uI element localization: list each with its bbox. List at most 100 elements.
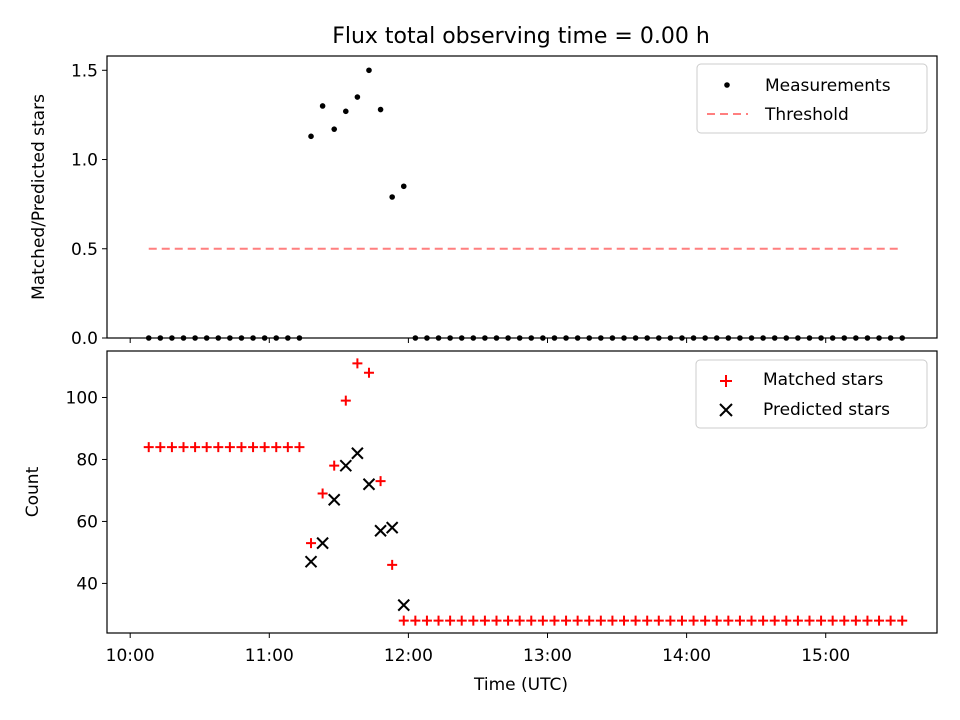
measurement-point xyxy=(482,335,488,341)
bottom-legend: Matched stars Predicted stars xyxy=(695,359,928,429)
measurement-point xyxy=(377,106,384,113)
matched-star-point xyxy=(642,615,653,626)
matched-star-point xyxy=(897,615,908,626)
matched-star-point xyxy=(850,615,861,626)
measurement-point xyxy=(273,335,280,341)
matched-star-point xyxy=(468,615,479,626)
measurement-point xyxy=(702,335,708,341)
top-legend-box xyxy=(696,63,928,134)
matched-star-point xyxy=(503,615,514,626)
measurement-point xyxy=(366,67,372,74)
top-y-tick-label: 0.0 xyxy=(71,329,98,349)
matched-star-point xyxy=(711,615,722,626)
measurement-point xyxy=(586,335,593,341)
chart-title: Flux total observing time = 0.00 h xyxy=(332,24,710,49)
measurement-point xyxy=(285,335,291,341)
measurement-point xyxy=(342,108,349,115)
measurement-point xyxy=(899,335,906,341)
measurement-point xyxy=(864,335,871,341)
measurement-point xyxy=(157,335,164,341)
matched-star-point xyxy=(282,442,293,453)
matched-star-point xyxy=(816,615,827,626)
predicted-star-point xyxy=(327,493,341,506)
measurement-point xyxy=(771,335,778,341)
top-panel: 0.0 0.5 1.0 1.5 Matched/Predicted stars Mea… xyxy=(29,55,938,349)
measurement-point xyxy=(737,335,743,341)
measurement-point xyxy=(331,126,338,132)
measurement-point xyxy=(458,335,465,341)
matched-star-point xyxy=(827,615,838,626)
matched-star-point xyxy=(723,615,734,626)
matched-star-point xyxy=(224,442,235,453)
matched-star-point xyxy=(758,615,769,626)
bottom-series xyxy=(143,358,908,626)
predicted-star-point xyxy=(374,524,387,537)
matched-star-point xyxy=(340,395,351,406)
matched-star-point xyxy=(352,358,363,369)
measurement-point xyxy=(447,335,453,341)
measurement-point xyxy=(760,335,766,341)
measurement-point xyxy=(192,335,198,341)
bottom-x-ticks: 10:00 11:00 12:00 13:00 14:00 15:00 xyxy=(106,633,850,666)
legend-predicted-label: Predicted stars xyxy=(763,400,890,420)
measurement-point xyxy=(644,335,650,341)
matched-star-point xyxy=(363,367,374,378)
bottom-panel: 40 60 80 100 10:00 11:00 12:00 13:00 14:00 15:00… xyxy=(23,350,938,695)
matched-star-point xyxy=(398,615,409,626)
top-x-ticks xyxy=(129,338,827,343)
measurement-point xyxy=(505,335,511,341)
matched-star-point xyxy=(885,615,896,626)
predicted-star-point xyxy=(351,447,364,460)
matched-star-point xyxy=(166,442,177,453)
matched-star-point xyxy=(317,488,328,499)
x-axis-label: Time (UTC) xyxy=(473,675,568,695)
bottom-plot-frame xyxy=(106,350,938,634)
measurement-point xyxy=(829,335,836,341)
measurement-point xyxy=(227,335,233,341)
matched-star-point xyxy=(619,615,630,626)
legend-matched-marker xyxy=(720,375,732,387)
top-y-tick-label: 1.5 xyxy=(71,61,98,81)
top-y-tick-label: 0.5 xyxy=(71,240,98,260)
matched-star-point xyxy=(537,615,548,626)
matched-star-point xyxy=(514,615,525,626)
top-y-ticks: 0.0 0.5 1.0 1.5 xyxy=(71,61,107,349)
matched-star-point xyxy=(456,615,467,626)
measurement-point xyxy=(783,335,790,341)
measurement-point xyxy=(632,335,639,341)
bottom-legend-box xyxy=(695,359,928,429)
matched-star-point xyxy=(190,442,201,453)
matched-star-point xyxy=(491,615,502,626)
matched-star-point xyxy=(433,615,444,626)
measurement-point xyxy=(308,133,314,140)
matched-star-point xyxy=(178,442,189,453)
x-tick-label: 13:00 xyxy=(523,646,572,666)
matched-star-point xyxy=(236,442,247,453)
matched-star-point xyxy=(688,615,699,626)
legend-measurements-marker xyxy=(724,82,730,88)
bottom-y-ticks: 40 60 80 100 xyxy=(66,388,107,594)
measurement-point xyxy=(412,335,419,341)
matched-star-point xyxy=(781,615,792,626)
matched-star-point xyxy=(839,615,850,626)
measurement-point xyxy=(250,335,256,341)
matched-star-point xyxy=(561,615,572,626)
matched-star-point xyxy=(329,460,340,471)
measurement-point xyxy=(690,335,697,341)
measurement-point xyxy=(319,103,326,109)
matched-star-point xyxy=(294,442,305,453)
matched-star-point xyxy=(201,442,212,453)
matched-star-point xyxy=(306,538,317,549)
matched-star-point xyxy=(143,442,154,453)
measurement-point xyxy=(609,335,616,341)
measurement-point xyxy=(795,335,801,341)
bottom-y-axis-label: Count xyxy=(23,466,43,517)
matched-star-point xyxy=(421,615,432,626)
measurement-point xyxy=(470,335,477,341)
matched-star-point xyxy=(676,615,687,626)
matched-star-point xyxy=(479,615,490,626)
legend-measurements-label: Measurements xyxy=(765,76,891,96)
measurement-point xyxy=(540,335,546,341)
matched-star-point xyxy=(375,476,386,487)
